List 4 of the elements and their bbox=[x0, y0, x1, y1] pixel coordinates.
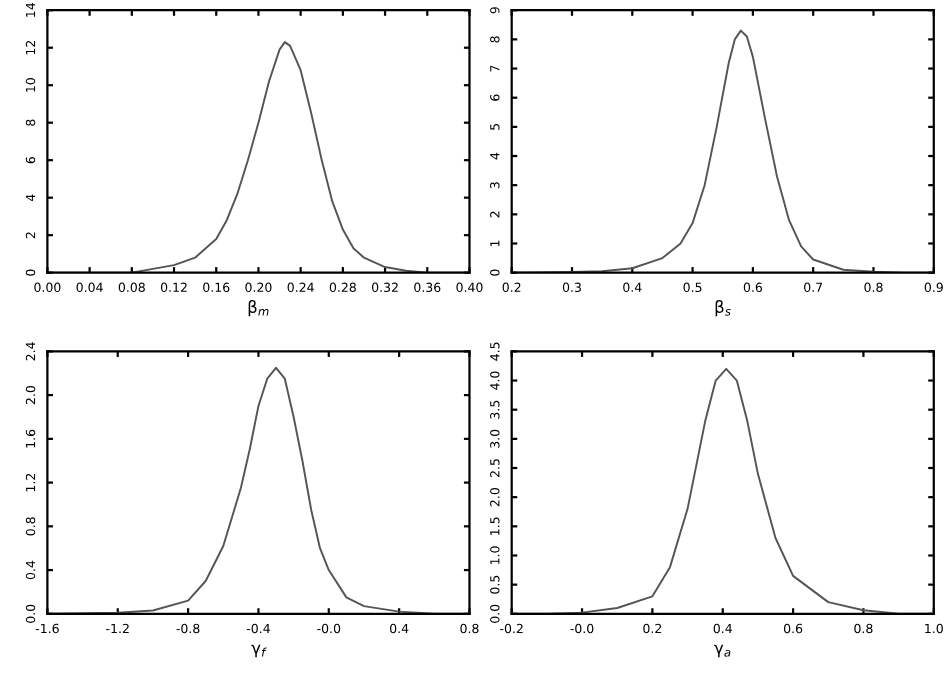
x-axis-title: β$_{s}$ bbox=[715, 300, 731, 317]
x-axis-title: γ$_{a}$ bbox=[714, 644, 731, 658]
x-axis-title: β$_{m}$ bbox=[248, 300, 269, 317]
x-axis-title: γ$_{f}$ bbox=[251, 644, 267, 658]
